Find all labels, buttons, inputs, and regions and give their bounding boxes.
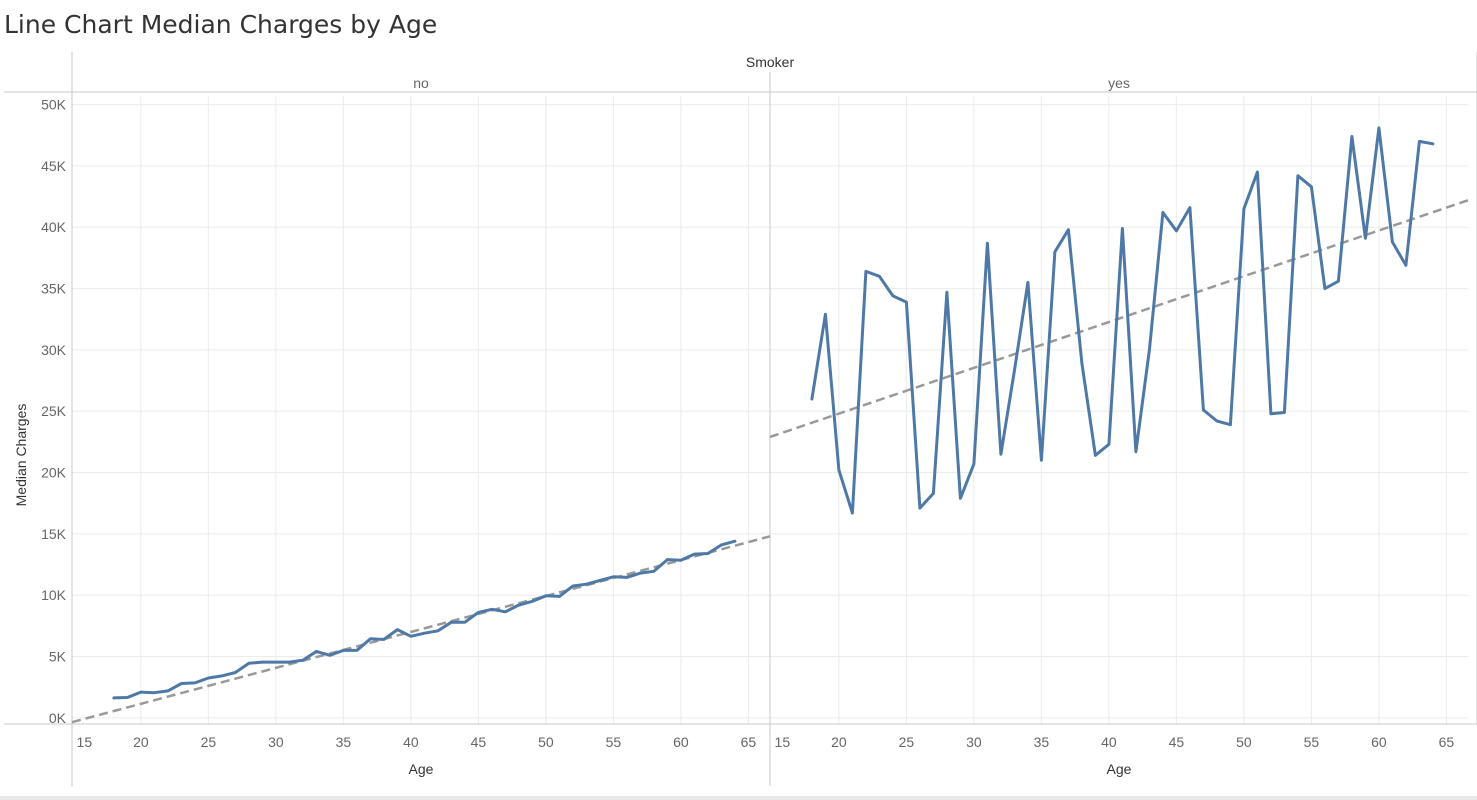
x-axis-label: Age — [409, 761, 434, 777]
y-tick-label: 5K — [49, 649, 67, 665]
chart-labels: 0K 5K 10K 15K 20K 25K 30K 35K 40K 45K 50K 15 20 25 30 3… — [13, 54, 1454, 777]
x-tick-label: 50 — [1236, 734, 1252, 750]
x-tick-label: 15 — [775, 734, 791, 750]
y-tick-label: 30K — [41, 342, 67, 358]
column-header: Smoker — [746, 54, 795, 70]
trend-lines — [71, 199, 1469, 724]
x-tick-label: 20 — [831, 734, 847, 750]
x-tick-label: 30 — [268, 734, 284, 750]
x-tick-label: 35 — [336, 734, 352, 750]
x-tick-label: 35 — [1034, 734, 1050, 750]
x-tick-label: 50 — [538, 734, 554, 750]
x-tick-label: 20 — [133, 734, 149, 750]
data-lines — [112, 126, 1435, 700]
y-tick-label: 15K — [41, 526, 67, 542]
x-tick-label: 55 — [606, 734, 622, 750]
x-tick-label: 55 — [1304, 734, 1320, 750]
x-tick-label: 25 — [899, 734, 915, 750]
y-tick-label: 50K — [41, 97, 67, 113]
x-tick-label: 60 — [673, 734, 689, 750]
panel-label-no: no — [413, 75, 429, 91]
x-tick-label: 45 — [471, 734, 487, 750]
y-axis-label: Median Charges — [13, 404, 29, 507]
y-tick-label: 0K — [49, 710, 67, 726]
x-tick-label: 45 — [1169, 734, 1185, 750]
x-tick-label: 40 — [403, 734, 419, 750]
y-tick-label: 40K — [41, 219, 67, 235]
x-axis-label: Age — [1107, 761, 1132, 777]
x-tick-label: 30 — [966, 734, 982, 750]
x-tick-label: 25 — [201, 734, 217, 750]
trend-line-yes — [769, 199, 1469, 439]
x-tick-label: 65 — [1439, 734, 1455, 750]
x-tick-label: 40 — [1101, 734, 1117, 750]
y-tick-label: 35K — [41, 281, 67, 297]
y-tick-label: 45K — [41, 158, 67, 174]
chart-frame — [4, 52, 1477, 786]
series-line-no — [112, 539, 737, 700]
x-tick-label: 65 — [741, 734, 757, 750]
y-tick-label: 25K — [41, 403, 67, 419]
chart-title: Line Chart Median Charges by Age — [4, 10, 438, 39]
y-tick-label: 20K — [41, 465, 67, 481]
trend-line-no — [71, 535, 771, 724]
x-tick-label: 15 — [77, 734, 93, 750]
bottom-scrollbar-track — [0, 796, 1477, 800]
x-tick-label: 60 — [1371, 734, 1387, 750]
series-line-yes — [810, 126, 1435, 515]
panel-label-yes: yes — [1108, 75, 1130, 91]
y-tick-label: 10K — [41, 587, 67, 603]
